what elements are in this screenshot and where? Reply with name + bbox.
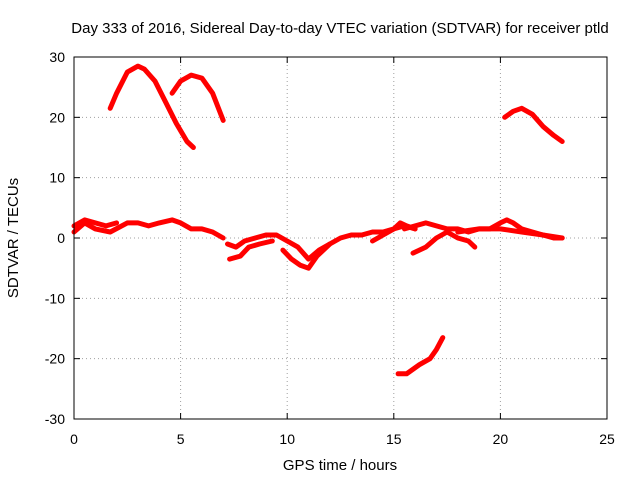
series-arc-near-zero-3 [225,232,333,262]
x-tick-label: 0 [70,431,78,447]
chart-title: Day 333 of 2016, Sidereal Day-to-day VTE… [71,20,608,37]
y-tick-label: 20 [49,109,65,125]
y-tick-label: 0 [57,230,65,246]
y-tick-label: 10 [49,170,65,186]
series-arc-near-zero-5 [280,223,418,271]
series-arc-low [395,335,446,377]
x-tick-label: 25 [599,431,615,447]
series-arc-near-zero-8 [410,229,450,256]
y-tick-label: -10 [45,290,65,306]
y-tick-label: -20 [45,351,65,367]
series-arc-high-1 [107,63,196,150]
x-tick-label: 10 [279,431,295,447]
y-axis-label: SDTVAR / TECUs [5,178,22,298]
series-arc-high-3 [502,105,565,144]
series-arc-near-zero-4 [227,238,275,262]
x-axis-label: GPS time / hours [283,457,397,474]
series-arc-near-zero-9 [444,229,478,250]
x-axis-ticks: 0 5 10 15 20 25 [70,57,615,447]
y-tick-label: 30 [49,49,65,65]
series-arc-near-zero-1 [71,217,226,241]
data-series [71,63,565,377]
y-tick-label: -30 [45,411,65,427]
x-tick-label: 20 [493,431,509,447]
y-axis-ticks: -30 -20 -10 0 10 20 30 [45,49,607,427]
x-tick-label: 5 [177,431,185,447]
x-tick-label: 15 [386,431,402,447]
grid [74,57,607,419]
series-arc-high-2 [169,72,226,123]
series-arc-near-zero-10 [455,226,565,241]
series-arc-near-zero-2 [71,217,120,229]
